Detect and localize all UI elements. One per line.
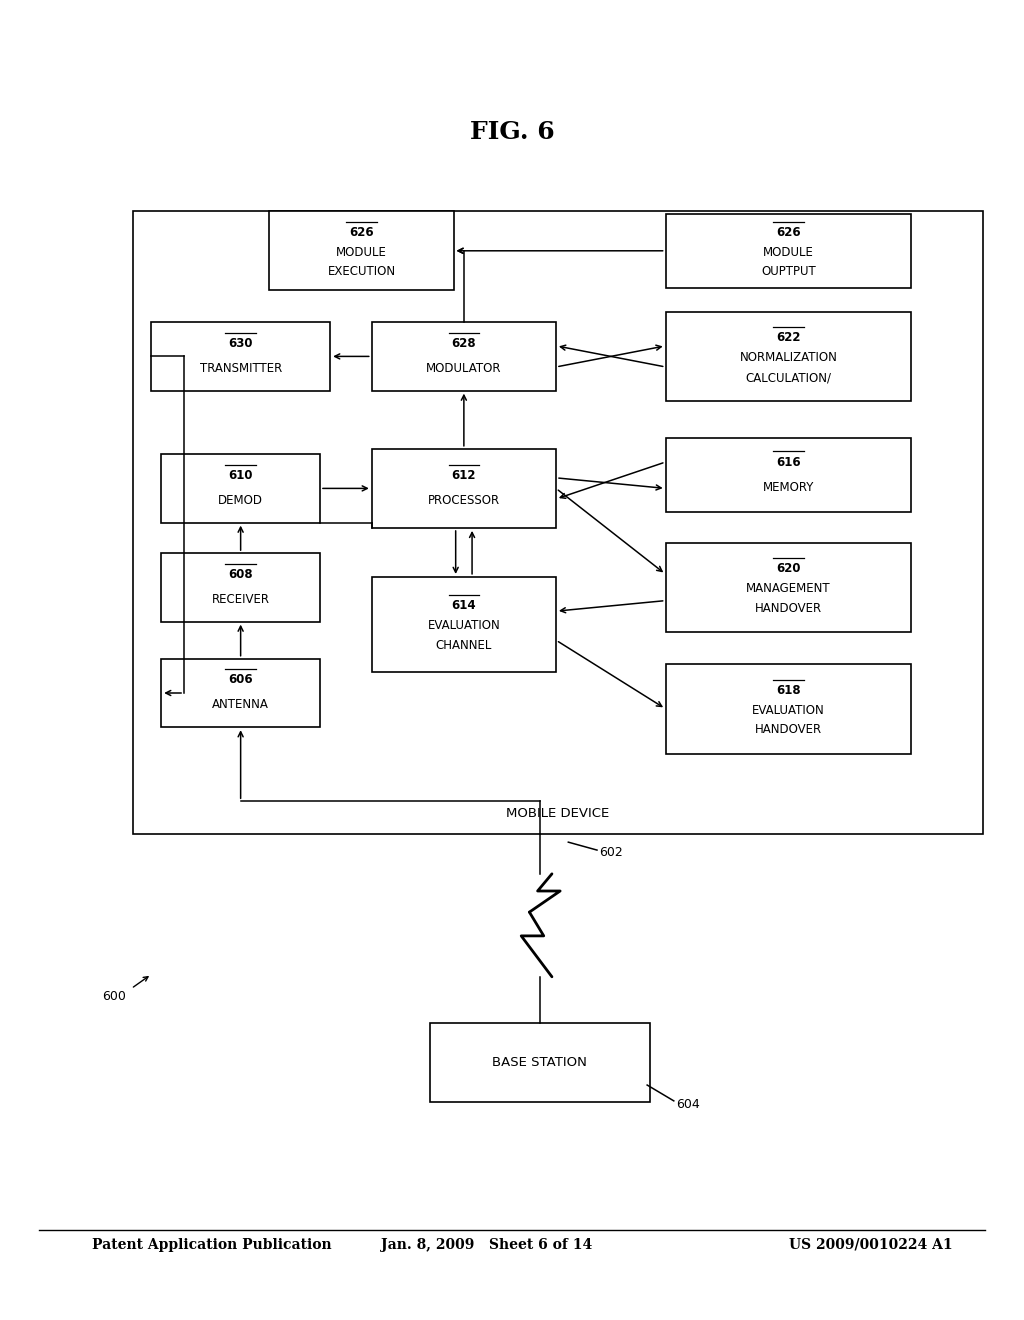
Bar bbox=[161, 659, 319, 727]
Text: US 2009/0010224 A1: US 2009/0010224 A1 bbox=[788, 1238, 952, 1251]
Text: PROCESSOR: PROCESSOR bbox=[428, 494, 500, 507]
Bar bbox=[666, 438, 911, 512]
Text: TRANSMITTER: TRANSMITTER bbox=[200, 362, 282, 375]
Text: 616: 616 bbox=[776, 455, 801, 469]
Text: EXECUTION: EXECUTION bbox=[328, 265, 395, 279]
Text: DEMOD: DEMOD bbox=[218, 494, 263, 507]
Text: 612: 612 bbox=[452, 469, 476, 482]
Text: 622: 622 bbox=[776, 331, 801, 345]
Text: MANAGEMENT: MANAGEMENT bbox=[746, 582, 830, 595]
Text: CHANNEL: CHANNEL bbox=[435, 639, 493, 652]
Bar bbox=[372, 322, 556, 391]
Text: RECEIVER: RECEIVER bbox=[212, 593, 269, 606]
Text: FIG. 6: FIG. 6 bbox=[470, 120, 554, 144]
Bar bbox=[152, 322, 330, 391]
Bar bbox=[666, 214, 911, 288]
Text: BASE STATION: BASE STATION bbox=[493, 1056, 587, 1069]
Text: CALCULATION/: CALCULATION/ bbox=[745, 371, 831, 384]
Text: MEMORY: MEMORY bbox=[763, 480, 814, 494]
Bar bbox=[372, 577, 556, 672]
Bar bbox=[161, 454, 319, 523]
Text: NORMALIZATION: NORMALIZATION bbox=[739, 351, 838, 364]
Text: 610: 610 bbox=[228, 469, 253, 482]
Bar bbox=[666, 312, 911, 401]
Text: 608: 608 bbox=[228, 568, 253, 581]
Text: 620: 620 bbox=[776, 562, 801, 576]
Bar bbox=[161, 553, 319, 622]
Bar bbox=[666, 664, 911, 754]
Text: 614: 614 bbox=[452, 599, 476, 612]
Bar bbox=[666, 543, 911, 632]
Bar bbox=[372, 449, 556, 528]
Text: 626: 626 bbox=[349, 226, 374, 239]
Text: MODULE: MODULE bbox=[763, 246, 814, 259]
Text: HANDOVER: HANDOVER bbox=[755, 723, 822, 737]
Text: MODULATOR: MODULATOR bbox=[426, 362, 502, 375]
Text: 626: 626 bbox=[776, 226, 801, 239]
Text: 618: 618 bbox=[776, 684, 801, 697]
Text: 606: 606 bbox=[228, 673, 253, 686]
Text: 604: 604 bbox=[676, 1098, 699, 1111]
Bar bbox=[269, 211, 454, 290]
Text: HANDOVER: HANDOVER bbox=[755, 602, 822, 615]
Text: ANTENNA: ANTENNA bbox=[212, 698, 269, 711]
Text: 630: 630 bbox=[228, 337, 253, 350]
Text: MOBILE DEVICE: MOBILE DEVICE bbox=[507, 807, 609, 820]
Text: Patent Application Publication: Patent Application Publication bbox=[92, 1238, 332, 1251]
Text: OUPTPUT: OUPTPUT bbox=[761, 265, 816, 279]
Text: Jan. 8, 2009   Sheet 6 of 14: Jan. 8, 2009 Sheet 6 of 14 bbox=[381, 1238, 592, 1251]
Text: MODULE: MODULE bbox=[336, 246, 387, 259]
Bar bbox=[430, 1023, 650, 1102]
Text: 628: 628 bbox=[452, 337, 476, 350]
Text: 600: 600 bbox=[102, 990, 126, 1003]
Text: EVALUATION: EVALUATION bbox=[752, 704, 825, 717]
Text: EVALUATION: EVALUATION bbox=[427, 619, 501, 632]
Bar bbox=[133, 211, 983, 834]
Text: 602: 602 bbox=[599, 846, 623, 859]
